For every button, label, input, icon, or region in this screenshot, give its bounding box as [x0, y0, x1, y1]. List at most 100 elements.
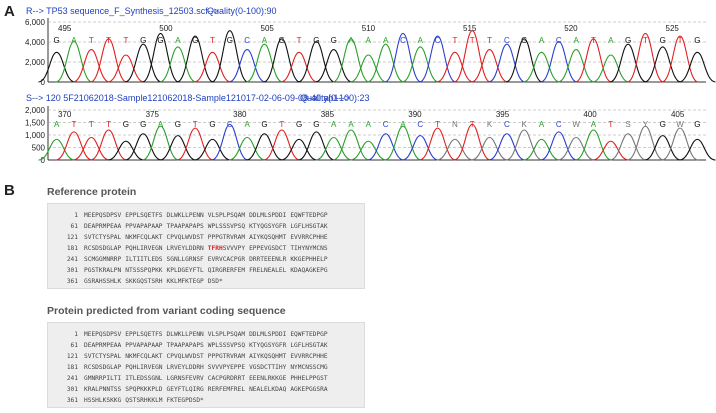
variant-residue-block: PPPGTRVRAM	[207, 353, 246, 360]
trace-peak	[592, 54, 630, 83]
variant-residue-block: DEAPRMPEAA	[84, 342, 122, 349]
base-call: G	[660, 120, 666, 129]
trace-peak	[298, 131, 335, 161]
variant-residue-block: WPLSSSVPSQ	[207, 342, 246, 349]
y-tick-label: 2,000	[25, 58, 46, 67]
trace-peak	[367, 43, 405, 83]
base-call: C	[556, 120, 562, 129]
variant-line-number: 1	[74, 331, 78, 338]
variant-line-number: 361	[66, 397, 78, 404]
base-call: C	[383, 120, 389, 129]
variant-residue-block: DLWKLLPENN	[166, 331, 204, 338]
variant-residue-block: LGFLHSGTAK	[290, 342, 328, 349]
position-label: 400	[583, 110, 597, 119]
reference-line-number: 181	[66, 245, 78, 252]
position-label: 385	[321, 110, 335, 119]
variant-residue-block: PHHELPPGST	[290, 375, 328, 382]
base-call: T	[72, 120, 77, 129]
trace-peak	[315, 49, 353, 83]
base-call: T	[279, 120, 284, 129]
position-label: 495	[58, 24, 72, 33]
base-call: C	[244, 36, 250, 45]
trace-peak	[194, 51, 231, 83]
trace-peak	[211, 30, 249, 83]
base-call: A	[383, 36, 389, 45]
reference-residue-block: TFRHSVVVPY	[207, 245, 246, 252]
trace-peak	[38, 51, 76, 83]
variant-residue-block: RCSDSDGLAP	[84, 364, 122, 371]
position-label: 375	[146, 110, 160, 119]
reference-line: 301 PGSTKRALPN NTSSSPQPKK KPLDGEYFTL QIRGRER…	[48, 265, 332, 276]
trace-peak	[315, 136, 353, 161]
base-call: G	[296, 120, 302, 129]
variant-residue-block: HSSHLKSKKG	[84, 397, 122, 404]
variant-line-number: 241	[66, 375, 78, 382]
variant-residue-block: EEENLRKKGE	[249, 375, 287, 382]
base-call: W	[676, 120, 684, 129]
reference-residue-block: EPPEVGSDCT	[249, 245, 287, 252]
reference-residue-block: MEEPQSDPSV	[84, 212, 122, 219]
position-label: 395	[496, 110, 510, 119]
base-call: S	[625, 120, 630, 129]
reference-residue-block: SGNLLGRNSF	[166, 256, 204, 263]
reference-line-number: 121	[66, 234, 78, 241]
base-call: A	[348, 36, 354, 45]
trace-peak	[401, 135, 439, 161]
trace-peak	[679, 138, 716, 161]
base-call: T	[470, 120, 475, 129]
reference-residue-block: SCMGGMNRRP	[84, 256, 122, 263]
reference-line: 1 MEEPQSDPSV EPPLSQETFS DLWKLLPENN VLSPLPSQA…	[48, 210, 332, 221]
mutation-highlight: TFRH	[207, 245, 223, 252]
variant-line: 301 KRALPNNTSS SPQPKKKPLD GEYFTLQIRG RERFEMF…	[48, 384, 332, 395]
trace-peak	[609, 43, 647, 83]
variant-residue-block: SVTCTYSPAL	[84, 353, 122, 360]
trace2-header: S--> 120 5F21062018-Sample121062018-Samp…	[26, 93, 350, 103]
trace-peak	[540, 40, 578, 83]
base-call: G	[140, 36, 146, 45]
variant-residue-block: VLSPLPSQAM	[207, 331, 246, 338]
trace-peak	[557, 136, 595, 161]
variant-residue-block: NEALELKDAQ	[249, 386, 287, 393]
position-label: 370	[58, 110, 72, 119]
base-call: K	[487, 120, 493, 129]
trace-peak	[228, 136, 266, 161]
trace-peak	[523, 138, 560, 161]
y-tick-label: 4,000	[25, 38, 46, 47]
reference-residue-block: TIHYNYMCNS	[290, 245, 328, 252]
variant-residue-block: FKTEGPDSD*	[166, 397, 204, 404]
y-tick-label: 500	[32, 144, 46, 153]
base-call: A	[608, 36, 614, 45]
base-call: A	[175, 36, 181, 45]
base-call: C	[400, 36, 406, 45]
reference-residue-block: NKMFCQLAKT	[125, 234, 163, 241]
variant-residue-block: LRVEYLDDRH	[166, 364, 204, 371]
reference-residue-block: LGFLHSGTAK	[290, 223, 328, 230]
trace-peak	[263, 129, 301, 161]
variant-line: 1 MEEPQSDPSV EPPLSQETFS DLWKLLPENN VLSPLPSQA…	[48, 329, 332, 340]
reference-residue-block: DLWKLLPENN	[166, 212, 204, 219]
base-call: T	[452, 36, 457, 45]
variant-residue-block: NKMFCQLAKT	[125, 353, 163, 360]
variant-residue-block: SPQPKKKPLD	[125, 386, 163, 393]
trace-peak	[436, 138, 474, 161]
panel-a-letter: A	[4, 3, 15, 20]
trace1-header: R--> TP53 sequence_F_Synthesis_12503.scf…	[26, 6, 219, 16]
base-call: A	[366, 120, 372, 129]
base-call: N	[452, 120, 458, 129]
trace-peak	[72, 136, 110, 161]
base-call: T	[678, 36, 683, 45]
reference-line: 181 RCSDSDGLAP PQHLIRVEGN LRVEYLDDRN TFRHSVV…	[48, 243, 332, 254]
trace-peak	[436, 51, 474, 83]
reference-residue-block: PPVAPAPAAP	[125, 223, 163, 230]
variant-residue-block: EVVRRCPHHE	[290, 353, 328, 360]
reference-residue-block: DRRTEEENLR	[249, 256, 287, 263]
y-tick-label: 0	[41, 78, 46, 87]
reference-residue-block: KKLMFKTEGP	[166, 278, 204, 285]
reference-line-number: 1	[74, 212, 78, 219]
variant-residue-block: ITLEDSSGNL	[125, 375, 163, 382]
base-call: Y	[643, 120, 649, 129]
reference-residue-block: GSRAHSSHLK	[84, 278, 122, 285]
y-tick-label: 6,000	[25, 18, 46, 27]
base-call: T	[193, 120, 198, 129]
base-call: T	[89, 36, 94, 45]
